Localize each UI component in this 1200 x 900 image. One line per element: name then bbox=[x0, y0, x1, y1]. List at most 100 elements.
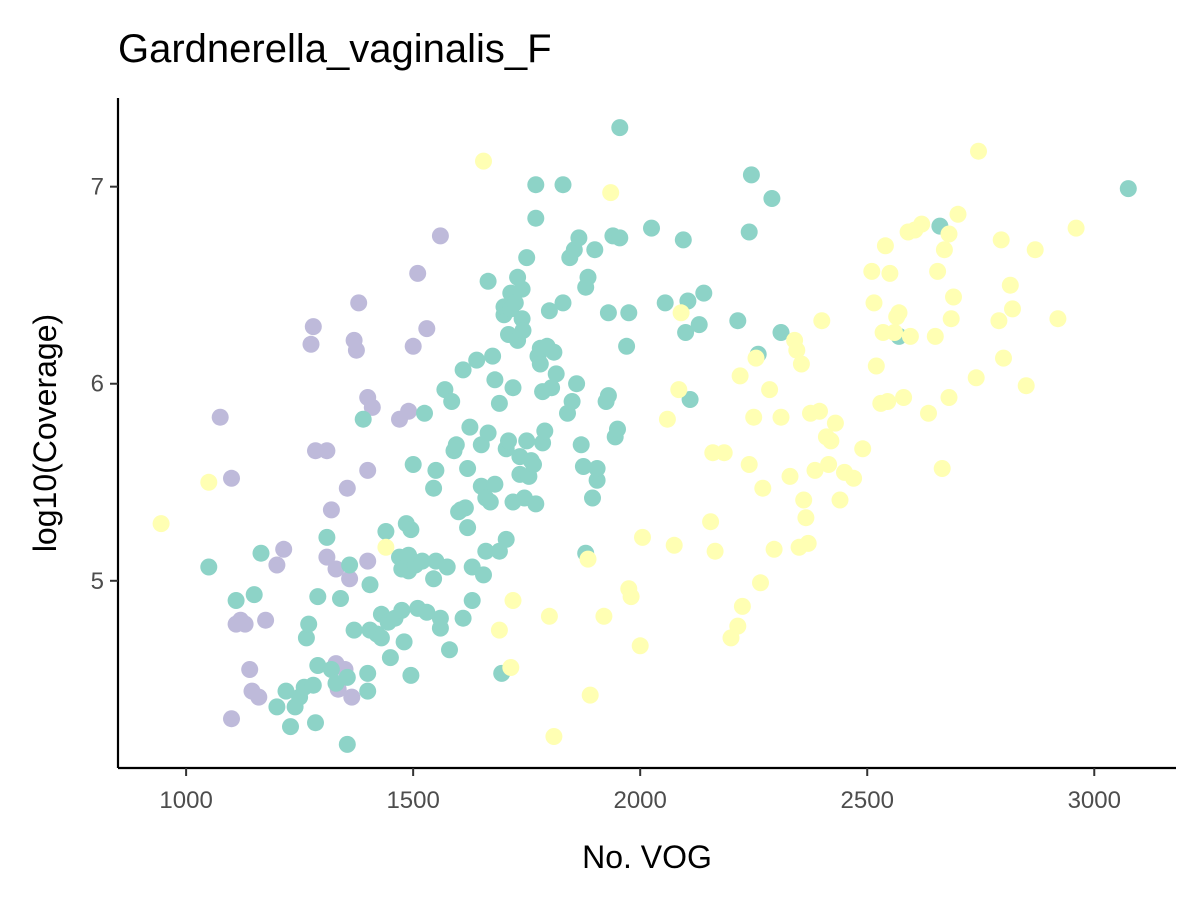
data-point-s2-68 bbox=[895, 389, 913, 406]
data-point-s1-151 bbox=[618, 337, 636, 355]
data-point-s1-23 bbox=[345, 621, 363, 639]
data-point-s1-145 bbox=[599, 304, 617, 322]
data-point-s2-91 bbox=[1049, 310, 1067, 328]
data-point-s2-78 bbox=[940, 225, 958, 243]
data-point-s1-120 bbox=[536, 422, 554, 440]
data-point-s2-90 bbox=[1026, 241, 1044, 259]
data-point-s1-11 bbox=[300, 615, 318, 633]
data-point-s0-31 bbox=[363, 398, 381, 416]
data-point-s2-86 bbox=[995, 349, 1012, 367]
data-point-s0-8 bbox=[250, 688, 268, 706]
data-point-s2-23 bbox=[706, 542, 724, 560]
y-tick-label: 6 bbox=[91, 371, 104, 398]
data-point-s2-51 bbox=[822, 432, 840, 450]
data-point-s1-113 bbox=[527, 209, 545, 227]
data-point-s1-59 bbox=[441, 641, 458, 659]
data-point-s2-56 bbox=[854, 440, 872, 458]
data-point-s2-11 bbox=[595, 607, 613, 625]
data-point-s1-6 bbox=[282, 718, 299, 736]
data-point-s0-27 bbox=[350, 294, 368, 312]
data-point-s1-134 bbox=[572, 436, 590, 454]
data-point-s2-83 bbox=[970, 142, 987, 160]
data-point-s1-76 bbox=[475, 566, 492, 584]
data-point-s1-56 bbox=[431, 609, 449, 627]
data-point-s1-24 bbox=[354, 410, 372, 428]
data-point-s1-34 bbox=[381, 649, 399, 667]
data-point-s2-93 bbox=[940, 389, 958, 406]
data-point-s2-72 bbox=[913, 215, 931, 233]
data-point-s0-5 bbox=[236, 615, 254, 633]
data-point-s2-39 bbox=[788, 341, 806, 359]
data-point-s1-39 bbox=[395, 633, 413, 651]
data-point-s0-22 bbox=[338, 479, 356, 497]
data-point-s1-84 bbox=[486, 475, 504, 493]
data-point-s2-36 bbox=[772, 408, 790, 426]
y-tick-label: 7 bbox=[91, 174, 104, 201]
data-point-s0-37 bbox=[431, 227, 449, 245]
data-point-s2-0 bbox=[152, 515, 170, 533]
data-point-s1-48 bbox=[413, 552, 431, 570]
data-point-s0-17 bbox=[322, 501, 340, 519]
data-point-s1-73 bbox=[468, 351, 486, 369]
data-point-s1-139 bbox=[584, 489, 601, 507]
data-point-s1-152 bbox=[620, 304, 638, 322]
data-point-s2-87 bbox=[1001, 276, 1019, 294]
data-point-s2-12 bbox=[602, 184, 620, 202]
data-point-s2-31 bbox=[747, 349, 765, 367]
data-point-s1-132 bbox=[568, 375, 586, 393]
data-point-s2-70 bbox=[901, 327, 919, 345]
data-point-s0-16 bbox=[318, 548, 336, 566]
data-point-s1-26 bbox=[359, 664, 377, 682]
data-point-s1-105 bbox=[514, 322, 532, 339]
data-point-s1-107 bbox=[518, 432, 536, 450]
data-point-s2-64 bbox=[881, 264, 899, 282]
data-point-s2-58 bbox=[865, 294, 883, 312]
data-point-s0-6 bbox=[241, 661, 259, 678]
data-point-s1-160 bbox=[695, 284, 713, 302]
data-point-s2-29 bbox=[740, 456, 758, 473]
data-point-s1-144 bbox=[599, 387, 617, 405]
data-point-s0-15 bbox=[318, 442, 336, 460]
data-point-s1-3 bbox=[252, 544, 270, 562]
x-axis-ticks: 1000 1500 2000 2500 3000 bbox=[159, 768, 1121, 814]
data-point-s1-2 bbox=[245, 586, 263, 604]
data-point-s1-125 bbox=[547, 365, 565, 383]
data-point-s1-133 bbox=[570, 229, 588, 247]
data-point-s1-58 bbox=[438, 558, 456, 576]
data-point-s1-162 bbox=[740, 223, 758, 241]
data-point-s1-28 bbox=[361, 576, 379, 594]
data-point-s2-53 bbox=[831, 491, 849, 509]
data-point-s1-4 bbox=[268, 698, 286, 716]
data-point-s2-63 bbox=[879, 393, 897, 410]
data-point-s1-65 bbox=[454, 609, 472, 627]
data-point-s2-81 bbox=[949, 205, 967, 223]
data-point-s1-71 bbox=[463, 592, 481, 609]
data-point-s1-83 bbox=[486, 371, 504, 389]
data-point-s1-80 bbox=[479, 272, 497, 290]
data-point-s1-142 bbox=[588, 460, 606, 477]
data-point-s1-126 bbox=[554, 294, 572, 312]
points-layer bbox=[152, 119, 1137, 753]
data-point-s2-47 bbox=[811, 402, 828, 420]
data-point-s0-13 bbox=[304, 318, 322, 336]
data-point-s1-150 bbox=[611, 119, 629, 137]
data-point-s1-140 bbox=[586, 241, 604, 259]
data-point-s1-22 bbox=[341, 556, 359, 574]
data-point-s1-156 bbox=[677, 324, 695, 341]
data-point-s0-9 bbox=[257, 611, 275, 629]
x-tick-label: 1500 bbox=[386, 787, 439, 814]
data-point-s1-10 bbox=[297, 629, 315, 647]
data-point-s0-2 bbox=[223, 710, 240, 728]
data-point-s1-50 bbox=[418, 603, 436, 621]
data-point-s1-82 bbox=[484, 347, 502, 365]
data-point-s2-4 bbox=[490, 621, 508, 639]
data-point-s1-169 bbox=[1119, 180, 1137, 198]
x-tick-label: 2000 bbox=[613, 787, 666, 814]
data-point-s2-44 bbox=[799, 534, 817, 552]
data-point-s2-75 bbox=[929, 262, 947, 280]
data-point-s2-24 bbox=[715, 444, 733, 462]
data-point-s2-62 bbox=[876, 237, 894, 255]
data-point-s1-30 bbox=[372, 629, 390, 647]
